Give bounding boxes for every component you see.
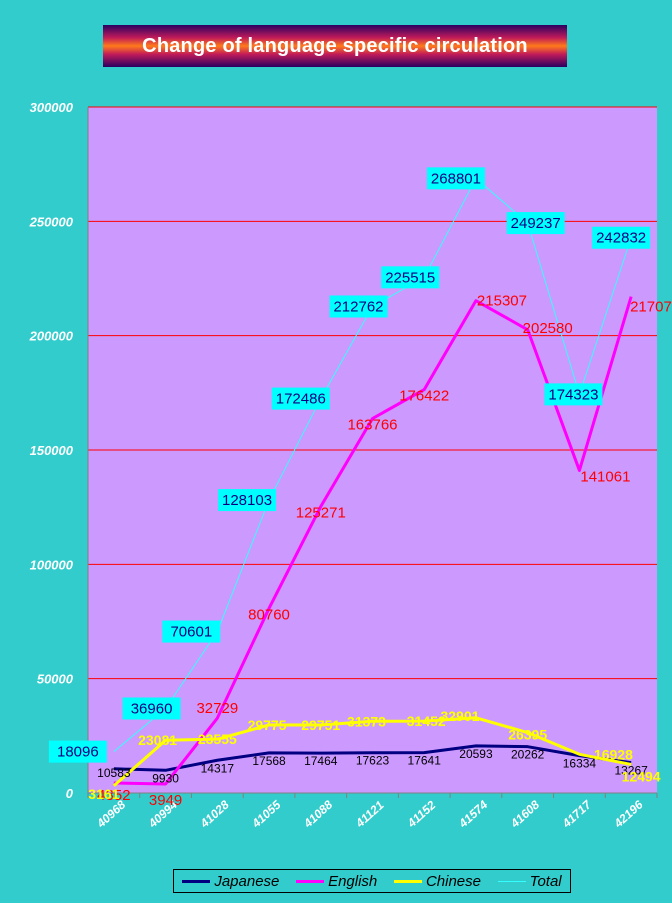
x-tick-label: 41717 (559, 797, 595, 831)
data-label-english: 202580 (523, 320, 573, 337)
data-label-english: 3949 (149, 792, 182, 809)
legend-swatch-english (296, 879, 325, 883)
x-tick-label: 41028 (197, 797, 232, 831)
data-label-japanese: 17568 (252, 754, 286, 768)
data-label-chinese: 29775 (248, 717, 287, 733)
data-label-japanese: 20593 (459, 747, 493, 761)
data-label-chinese: 29751 (301, 717, 340, 733)
data-label-total: 212762 (333, 298, 383, 315)
y-tick-label: 300000 (30, 100, 74, 115)
data-label-chinese: 26395 (508, 727, 547, 743)
data-label-japanese: 17641 (408, 754, 442, 768)
legend-item-chinese: Chinese (393, 872, 481, 890)
data-label-english: 217071 (630, 299, 672, 316)
x-tick-label: 41121 (352, 798, 386, 831)
data-label-english: 163766 (347, 417, 397, 434)
data-label-box-total (122, 697, 181, 720)
data-label-japanese: 14317 (201, 761, 235, 775)
data-label-box-total (218, 489, 277, 512)
data-label-english: 32729 (196, 700, 238, 717)
legend-label: English (328, 872, 378, 890)
x-tick-label: 41608 (507, 797, 542, 831)
data-label-japanese: 17623 (356, 754, 390, 768)
data-label-english: 125271 (296, 505, 346, 522)
data-label-japanese: 13267 (614, 764, 648, 778)
legend-item-total: Total (497, 872, 562, 890)
data-label-total: 18096 (57, 744, 99, 761)
chart-title: Change of language specific circulation (142, 34, 528, 57)
data-label-english: 215307 (477, 293, 527, 310)
data-label-chinese: 23555 (198, 731, 237, 747)
data-label-total: 174323 (548, 386, 598, 403)
chart-title-banner: Change of language specific circulation (103, 25, 567, 67)
data-label-chinese: 3161 (88, 786, 119, 802)
legend: Japanese English Chinese Total (173, 869, 571, 893)
data-label-box-total (506, 212, 565, 235)
data-label-total: 70601 (170, 624, 212, 641)
data-label-box-total (329, 295, 388, 318)
data-label-total: 172486 (276, 391, 326, 408)
legend-item-english: English (296, 873, 377, 890)
data-label-english: 4352 (97, 787, 130, 804)
data-label-chinese: 32901 (440, 708, 479, 724)
y-tick-label: 250000 (29, 214, 74, 229)
x-tick-label: 41055 (249, 797, 284, 831)
data-label-chinese: 23081 (138, 732, 177, 748)
data-label-english: 176422 (399, 388, 449, 405)
data-label-japanese: 16334 (563, 757, 597, 771)
series-lines (112, 177, 633, 787)
data-label-box-total (271, 387, 330, 410)
data-label-total: 128103 (222, 492, 272, 509)
series-line-japanese (113, 744, 632, 772)
x-tick-label: 41152 (404, 798, 438, 831)
series-line-chinese (112, 716, 632, 787)
y-tick-label: 0 (66, 786, 74, 801)
legend-swatch-chinese (393, 879, 422, 883)
data-label-box-total (381, 266, 440, 289)
data-label-chinese: 12494 (622, 768, 661, 784)
y-tick-label: 100000 (30, 557, 74, 572)
data-label-japanese: 10583 (97, 766, 131, 780)
data-label-box-total (426, 167, 485, 190)
data-label-box-total (48, 740, 107, 763)
legend-swatch-japanese (182, 879, 211, 883)
y-tick-label: 50000 (37, 672, 74, 687)
data-label-chinese: 31373 (347, 713, 386, 729)
legend-swatch-total (497, 880, 526, 882)
data-label-english: 80760 (248, 606, 290, 623)
data-label-total: 36960 (131, 700, 173, 717)
data-label-japanese: 17464 (304, 754, 338, 768)
data-label-japanese: 9930 (152, 771, 179, 785)
data-labels: 10583 9930 14317 17568 17464 17623 17641 20593 2… (48, 167, 672, 809)
y-tick-label: 150000 (30, 443, 74, 458)
legend-label: Chinese (425, 872, 481, 890)
y-tick-label: 200000 (29, 329, 74, 344)
data-label-japanese: 20262 (511, 748, 545, 762)
data-label-chinese: 16928 (594, 746, 633, 762)
legend-item-japanese: Japanese (182, 873, 279, 890)
data-label-total: 268801 (431, 170, 481, 187)
x-tick-label: 41574 (455, 797, 490, 831)
legend-label: Total (529, 872, 562, 890)
data-label-box-total (592, 226, 651, 249)
x-tick-label: 42196 (611, 797, 646, 831)
data-label-total: 225515 (385, 269, 435, 286)
data-label-total: 242832 (596, 230, 646, 247)
data-label-box-total (162, 620, 221, 643)
data-label-box-total (544, 383, 603, 406)
x-tick-label: 41088 (300, 797, 335, 831)
data-label-chinese: 31452 (407, 713, 446, 729)
legend-label: Japanese (214, 872, 280, 890)
data-label-english: 141061 (580, 468, 630, 485)
data-label-total: 249237 (511, 215, 561, 232)
